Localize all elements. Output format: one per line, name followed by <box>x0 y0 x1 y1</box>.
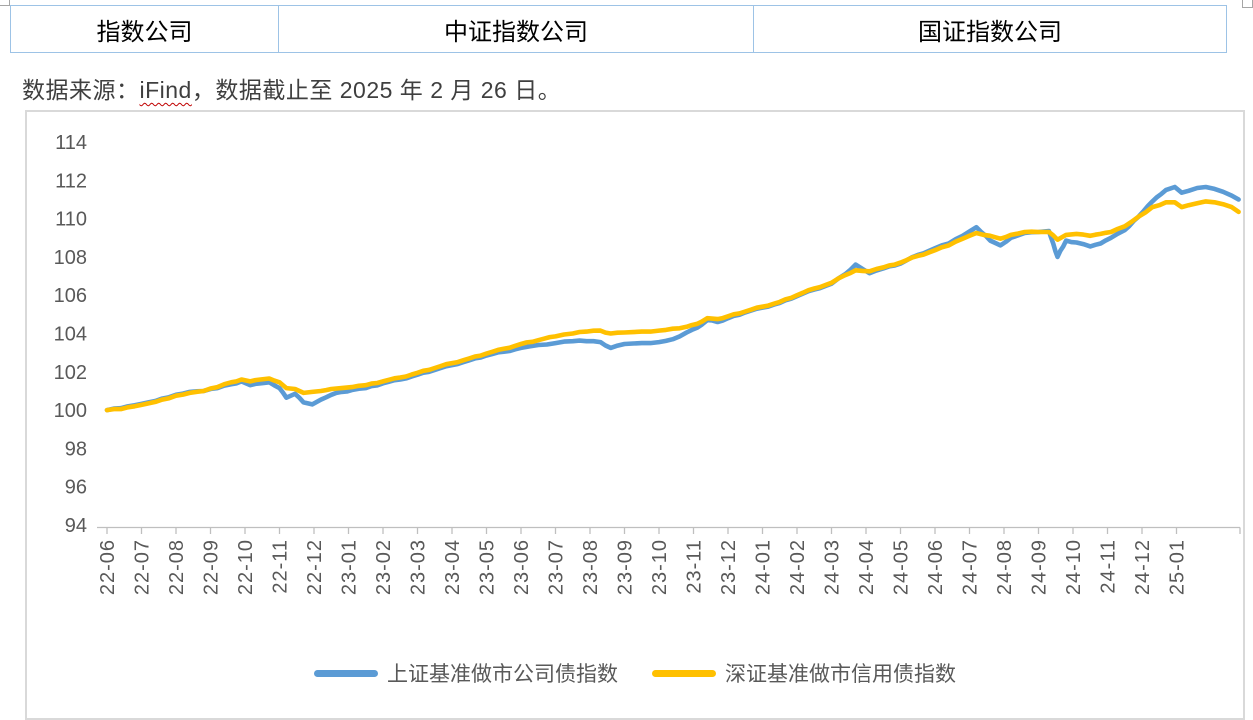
index-company-table: 指数公司 中证指数公司 国证指数公司 <box>10 5 1227 53</box>
svg-text:22-11: 22-11 <box>270 539 292 594</box>
svg-text:100: 100 <box>54 400 87 422</box>
svg-text:24-04: 24-04 <box>856 539 878 595</box>
source-note-prefix: 数据来源： <box>22 77 140 103</box>
table-cell-index-company[interactable]: 指数公司 <box>10 5 278 53</box>
source-note: 数据来源：iFind，数据截止至 2025 年 2 月 26 日。 <box>22 71 561 105</box>
chart-legend: 上证基准做市公司债指数 深证基准做市信用债指数 <box>27 658 1243 688</box>
svg-text:22-12: 22-12 <box>304 539 326 595</box>
table-cell-label: 指数公司 <box>96 18 193 46</box>
svg-text:24-12: 24-12 <box>1132 539 1154 595</box>
svg-text:23-06: 23-06 <box>511 539 533 595</box>
svg-text:108: 108 <box>54 247 87 269</box>
legend-item-sse-corporate-bond-index[interactable]: 上证基准做市公司债指数 <box>314 658 618 688</box>
svg-text:110: 110 <box>55 209 87 231</box>
table-cell-csi-index-company[interactable]: 中证指数公司 <box>278 5 753 53</box>
svg-text:24-11: 24-11 <box>1098 539 1120 594</box>
table-move-handle-fragment <box>0 0 10 6</box>
svg-text:23-07: 23-07 <box>546 539 568 595</box>
svg-text:23-09: 23-09 <box>615 539 637 595</box>
svg-text:22-10: 22-10 <box>235 539 257 595</box>
table-resize-handle[interactable] <box>1242 0 1253 8</box>
svg-text:114: 114 <box>55 132 87 154</box>
svg-text:25-01: 25-01 <box>1167 539 1189 595</box>
svg-text:112: 112 <box>55 170 87 192</box>
svg-text:23-04: 23-04 <box>442 539 464 595</box>
svg-text:24-08: 24-08 <box>994 539 1016 595</box>
table-cell-label: 国证指数公司 <box>918 18 1062 46</box>
svg-text:22-09: 22-09 <box>201 539 223 595</box>
svg-text:22-08: 22-08 <box>166 539 188 595</box>
svg-text:104: 104 <box>54 324 87 346</box>
legend-label: 上证基准做市公司债指数 <box>387 663 618 686</box>
svg-text:23-05: 23-05 <box>477 539 499 595</box>
svg-text:102: 102 <box>54 362 87 384</box>
svg-text:96: 96 <box>65 477 87 499</box>
table-cell-cni-index-company[interactable]: 国证指数公司 <box>753 5 1227 53</box>
table-cell-label: 中证指数公司 <box>444 18 588 46</box>
svg-text:24-03: 24-03 <box>822 539 844 595</box>
x-axis-line <box>97 526 1241 534</box>
legend-label: 深证基准做市信用债指数 <box>725 663 956 686</box>
svg-text:94: 94 <box>65 515 87 537</box>
svg-text:24-09: 24-09 <box>1029 539 1051 595</box>
svg-text:98: 98 <box>65 438 87 460</box>
legend-swatch-yellow-line <box>652 669 716 677</box>
svg-text:24-02: 24-02 <box>787 539 809 595</box>
y-axis-labels: 94 96 98 100 102 104 106 108 110 112 114 <box>54 132 87 537</box>
chart-frame[interactable]: 94 96 98 100 102 104 106 108 110 112 114 22-06 22-0… <box>25 110 1245 720</box>
series-lines <box>104 184 1241 413</box>
svg-text:24-10: 24-10 <box>1063 539 1085 595</box>
legend-swatch-blue-line <box>314 669 378 677</box>
svg-text:23-11: 23-11 <box>684 539 706 594</box>
svg-text:24-01: 24-01 <box>753 539 775 595</box>
svg-text:23-03: 23-03 <box>408 539 430 595</box>
svg-text:24-06: 24-06 <box>925 539 947 595</box>
svg-text:24-05: 24-05 <box>891 539 913 595</box>
svg-text:106: 106 <box>54 285 87 307</box>
svg-text:22-07: 22-07 <box>132 539 154 595</box>
legend-item-szse-credit-bond-index[interactable]: 深证基准做市信用债指数 <box>652 658 956 688</box>
svg-text:22-06: 22-06 <box>97 539 119 595</box>
x-axis-labels: 22-06 22-07 22-08 22-09 22-10 22-11 22-12 23-01… <box>97 539 1189 595</box>
svg-text:23-12: 23-12 <box>718 539 740 595</box>
svg-text:23-02: 23-02 <box>373 539 395 595</box>
source-note-ifind-spellcheck: iFind <box>139 77 192 103</box>
source-note-suffix: ，数据截止至 2025 年 2 月 26 日。 <box>191 77 562 103</box>
svg-text:23-08: 23-08 <box>580 539 602 595</box>
svg-text:24-07: 24-07 <box>960 539 982 595</box>
svg-text:23-10: 23-10 <box>649 539 671 595</box>
svg-text:23-01: 23-01 <box>339 539 361 595</box>
